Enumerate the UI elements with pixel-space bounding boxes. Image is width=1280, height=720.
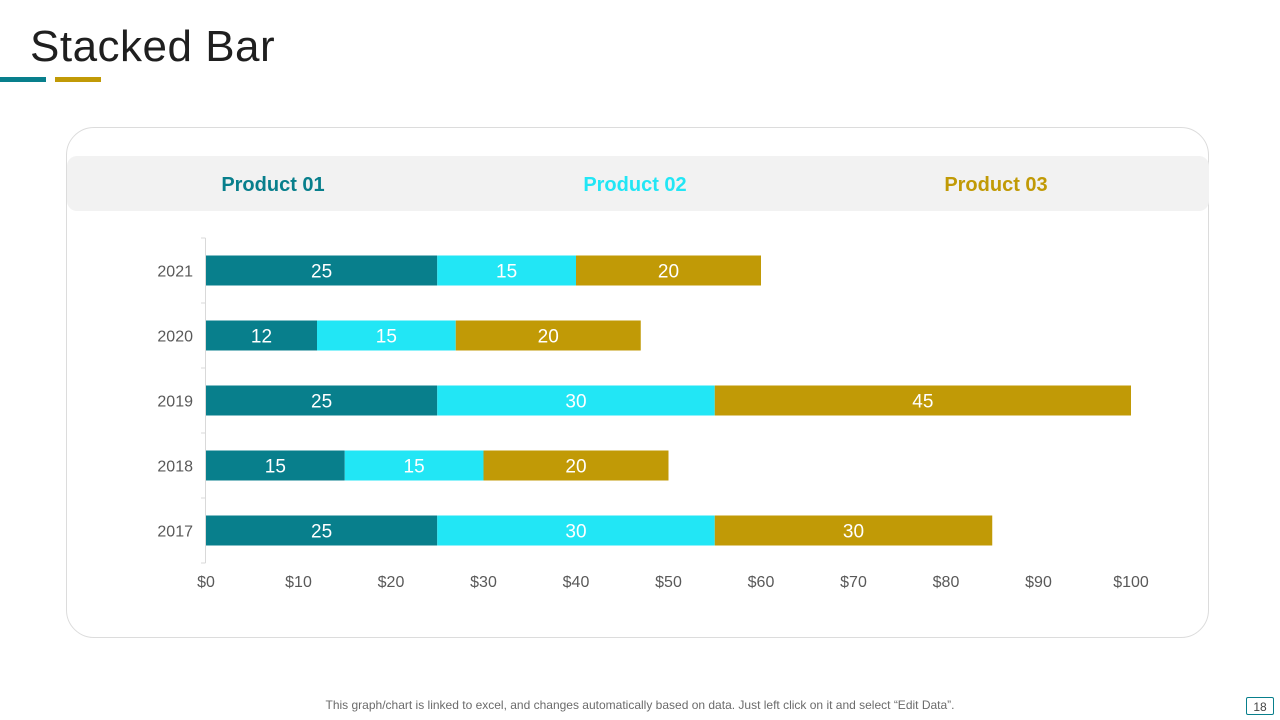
data-label: 30 [565,522,586,543]
data-label: 45 [912,392,933,413]
legend-product-01: Product 01 [221,174,325,196]
x-tick-label: $100 [1113,574,1149,591]
data-label: 15 [404,457,425,478]
data-label: 25 [311,262,332,283]
title-accent-gold [55,77,101,82]
bar-segment[interactable] [437,255,576,286]
data-label: 20 [565,457,586,478]
bar-segment[interactable] [714,515,993,546]
data-label: 25 [311,392,332,413]
bar-segment[interactable] [455,320,641,351]
bar-segment[interactable] [714,385,1131,416]
bar-segment[interactable] [437,515,715,546]
footer-note: This graph/chart is linked to excel, and… [325,698,955,712]
y-tick-label: 2021 [157,264,193,281]
x-tick-label: $50 [655,574,682,591]
y-tick-label: 2018 [157,459,193,476]
data-label: 20 [538,327,559,348]
x-tick-label: $30 [470,574,497,591]
bar-segment[interactable] [206,385,438,416]
bar-segment[interactable] [206,320,317,351]
chart-card [66,127,1209,638]
title-accent-teal [0,77,46,82]
data-label: 30 [565,392,586,413]
data-label: 15 [265,457,286,478]
chart-legend [67,156,1209,211]
page-title: Stacked Bar [30,22,276,71]
data-label: 15 [496,262,517,283]
page-number: 18 [1246,697,1274,715]
data-label: 20 [658,262,679,283]
x-tick-label: $60 [748,574,775,591]
legend-product-03: Product 03 [944,174,1048,196]
x-tick-label: $0 [197,574,215,591]
bar-segment[interactable] [317,320,456,351]
data-label: 12 [251,327,272,348]
y-tick-label: 2020 [157,329,193,346]
legend-product-02: Product 02 [583,174,687,196]
bar-segment[interactable] [437,385,715,416]
data-label: 30 [843,522,864,543]
bar-segment[interactable] [206,255,438,286]
x-tick-label: $90 [1025,574,1052,591]
x-tick-label: $70 [840,574,867,591]
data-label: 25 [311,522,332,543]
x-tick-label: $20 [378,574,405,591]
bar-segment[interactable] [206,515,438,546]
bar-segment[interactable] [576,255,761,286]
bar-segment[interactable] [206,450,345,481]
y-tick-label: 2019 [157,394,193,411]
bar-segment[interactable] [483,450,669,481]
y-tick-label: 2017 [157,524,193,541]
x-tick-label: $10 [285,574,312,591]
x-tick-label: $80 [933,574,960,591]
x-tick-label: $40 [563,574,590,591]
data-label: 15 [376,327,397,348]
bar-segment[interactable] [344,450,484,481]
